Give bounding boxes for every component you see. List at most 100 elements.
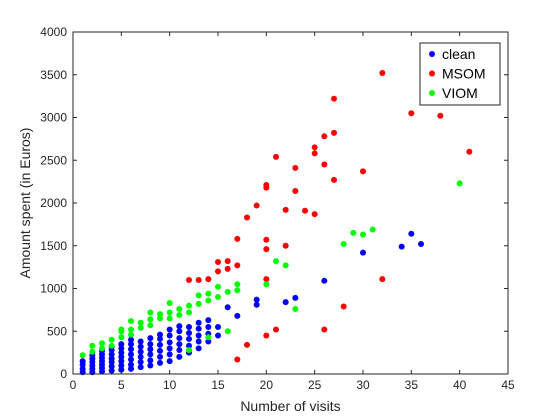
legend-marker xyxy=(429,90,435,96)
data-point xyxy=(234,313,240,319)
data-point xyxy=(157,342,163,348)
data-point xyxy=(273,327,279,333)
data-point xyxy=(360,168,366,174)
data-point xyxy=(263,276,269,282)
x-tick-label: 45 xyxy=(501,378,515,392)
x-axis-title: Number of visits xyxy=(240,398,340,414)
x-tick-label: 25 xyxy=(308,378,322,392)
data-point xyxy=(147,346,153,352)
data-point xyxy=(205,334,211,340)
data-point xyxy=(196,292,202,298)
data-point xyxy=(292,295,298,301)
data-point xyxy=(196,333,202,339)
data-point xyxy=(176,323,182,329)
data-point xyxy=(99,345,105,351)
data-point xyxy=(379,70,385,76)
data-point xyxy=(128,351,134,357)
legend-label: clean xyxy=(442,46,475,62)
data-point xyxy=(292,306,298,312)
data-point xyxy=(186,277,192,283)
data-point xyxy=(176,347,182,353)
data-point xyxy=(128,346,134,352)
data-point xyxy=(109,343,115,349)
legend-marker xyxy=(429,71,435,77)
data-point xyxy=(167,315,173,321)
y-tick-label: 3000 xyxy=(40,111,67,125)
data-point xyxy=(147,316,153,322)
data-point xyxy=(176,335,182,341)
data-point xyxy=(147,357,153,363)
y-axis-title: Amount spent (in Euros) xyxy=(17,128,33,279)
data-point xyxy=(225,328,231,334)
data-point xyxy=(196,326,202,332)
data-point xyxy=(167,345,173,351)
data-point xyxy=(254,203,260,209)
data-point xyxy=(215,333,221,339)
y-tick-label: 2500 xyxy=(40,153,67,167)
x-tick-label: 5 xyxy=(118,378,125,392)
data-point xyxy=(138,339,144,345)
x-tick-label: 10 xyxy=(163,378,177,392)
data-point xyxy=(331,177,337,183)
data-point xyxy=(128,337,134,343)
x-tick-label: 20 xyxy=(260,378,274,392)
data-point xyxy=(312,150,318,156)
legend-label: MSOM xyxy=(442,66,486,82)
data-point xyxy=(331,96,337,102)
data-point xyxy=(225,304,231,310)
data-point xyxy=(283,243,289,249)
legend-marker xyxy=(429,51,435,57)
data-point xyxy=(138,354,144,360)
data-point xyxy=(196,339,202,345)
data-point xyxy=(263,182,269,188)
y-tick-label: 1000 xyxy=(40,282,67,296)
data-point xyxy=(128,362,134,368)
data-point xyxy=(147,351,153,357)
data-point xyxy=(186,347,192,353)
data-point xyxy=(186,324,192,330)
data-point xyxy=(138,320,144,326)
y-tick-label: 500 xyxy=(47,324,67,338)
data-point xyxy=(370,227,376,233)
x-tick-label: 0 xyxy=(70,378,77,392)
data-point xyxy=(157,360,163,366)
data-point xyxy=(234,236,240,242)
data-point xyxy=(205,276,211,282)
data-point xyxy=(215,284,221,290)
data-point xyxy=(167,327,173,333)
data-point xyxy=(118,334,124,340)
data-point xyxy=(167,339,173,345)
data-point xyxy=(408,110,414,116)
x-tick-label: 15 xyxy=(211,378,225,392)
data-point xyxy=(408,231,414,237)
data-point xyxy=(147,322,153,328)
data-point xyxy=(341,241,347,247)
data-point xyxy=(157,348,163,354)
data-point xyxy=(128,332,134,338)
x-tick-label: 35 xyxy=(405,378,419,392)
data-point xyxy=(196,301,202,307)
data-point xyxy=(109,337,115,343)
y-tick-label: 0 xyxy=(60,367,67,381)
data-point xyxy=(312,211,318,217)
data-point xyxy=(196,345,202,351)
data-point xyxy=(360,232,366,238)
data-point xyxy=(273,154,279,160)
data-point xyxy=(283,299,289,305)
data-point xyxy=(176,312,182,318)
data-point xyxy=(157,354,163,360)
data-point xyxy=(331,130,337,136)
data-point xyxy=(244,342,250,348)
data-point xyxy=(360,250,366,256)
data-point xyxy=(167,333,173,339)
data-point xyxy=(80,358,86,364)
data-point xyxy=(225,266,231,272)
data-point xyxy=(263,281,269,287)
x-tick-label: 40 xyxy=(453,378,467,392)
data-point xyxy=(176,341,182,347)
data-point xyxy=(167,358,173,364)
data-point xyxy=(234,281,240,287)
data-point xyxy=(205,317,211,323)
data-point xyxy=(205,324,211,330)
data-point xyxy=(283,207,289,213)
